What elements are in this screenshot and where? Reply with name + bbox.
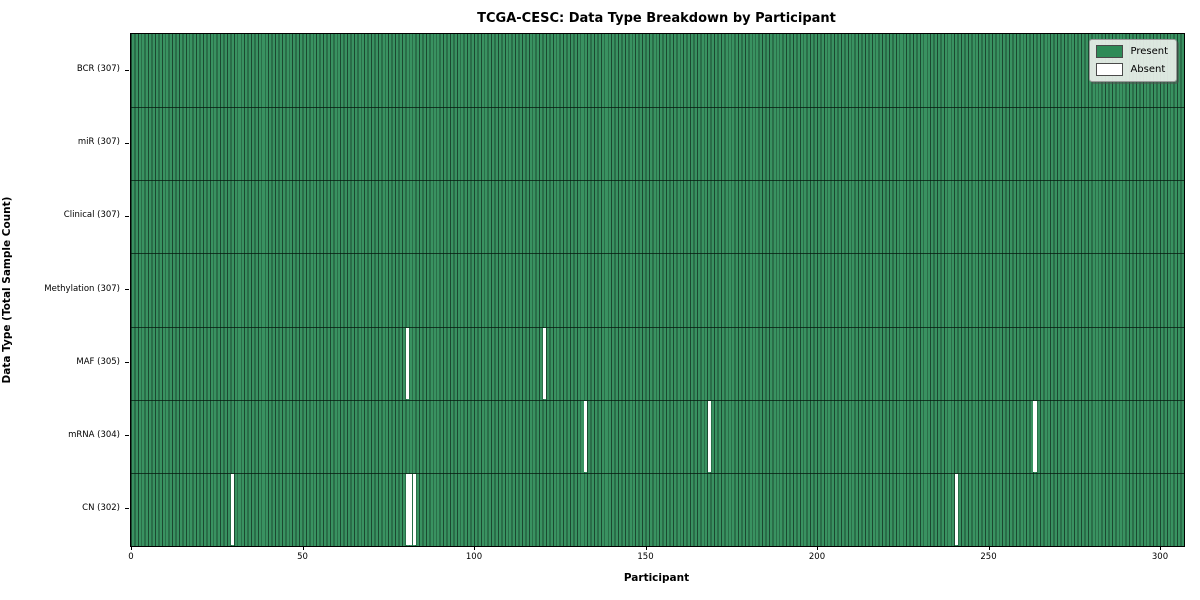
legend-item-absent: Absent: [1096, 63, 1168, 76]
x-tick-label: 150: [637, 552, 654, 562]
present-swatch-icon: [1096, 45, 1124, 58]
absent-cell: [1033, 400, 1037, 472]
y-tick-label: Clinical (307): [63, 210, 120, 221]
x-tick-label: 100: [465, 552, 483, 562]
y-tick-label: miR (307): [77, 137, 120, 148]
y-tick-mark: [125, 435, 129, 437]
y-tick-label: mRNA (304): [68, 429, 120, 440]
row-separator: [131, 180, 1184, 182]
y-tick-mark: [125, 69, 129, 71]
row-separator: [131, 399, 1184, 401]
chart-title: TCGA-CESC: Data Type Breakdown by Partic…: [477, 11, 836, 26]
absent-swatch-icon: [1096, 63, 1124, 76]
legend-absent-label: Absent: [1130, 64, 1166, 75]
legend-present-label: Present: [1130, 46, 1168, 57]
x-tick-mark: [474, 546, 475, 550]
y-tick-label: MAF (305): [76, 356, 120, 367]
x-tick-label: 200: [808, 552, 826, 562]
legend-item-present: Present: [1096, 45, 1168, 58]
y-tick-label: CN (302): [82, 502, 120, 513]
y-tick-mark: [125, 508, 129, 510]
x-tick-mark: [645, 546, 647, 550]
y-tick-mark: [125, 142, 129, 144]
x-tick-mark: [302, 546, 304, 550]
y-tick-mark: [125, 362, 129, 364]
absent-cell: [409, 473, 413, 545]
y-tick-label: BCR (307): [76, 64, 120, 75]
absent-cell: [707, 400, 711, 472]
row-separator: [131, 472, 1184, 474]
plot-area: Present Absent: [130, 33, 1185, 547]
absent-cell: [584, 400, 588, 472]
row-separator: [131, 326, 1184, 328]
x-tick-label: 0: [128, 552, 134, 562]
absent-cell: [412, 473, 416, 545]
absent-cell: [542, 327, 547, 399]
x-tick-mark: [131, 546, 132, 550]
x-tick-label: 250: [980, 552, 997, 562]
x-tick-mark: [817, 546, 818, 550]
y-tick-label: Methylation (307): [44, 283, 120, 294]
x-tick-label: 50: [297, 552, 308, 562]
row-separator: [131, 107, 1184, 109]
legend: Present Absent: [1089, 39, 1177, 82]
absent-cell: [954, 473, 958, 545]
x-axis-label: Participant: [623, 572, 690, 584]
x-tick-mark: [988, 546, 990, 550]
y-tick-mark: [125, 289, 129, 290]
y-tick-mark: [125, 215, 129, 217]
absent-cell: [230, 473, 234, 545]
x-tick-label: 300: [1151, 552, 1169, 562]
row-separator: [131, 253, 1184, 255]
x-tick-mark: [1160, 546, 1161, 550]
absent-cell: [405, 327, 409, 399]
absent-cell: [405, 473, 409, 545]
